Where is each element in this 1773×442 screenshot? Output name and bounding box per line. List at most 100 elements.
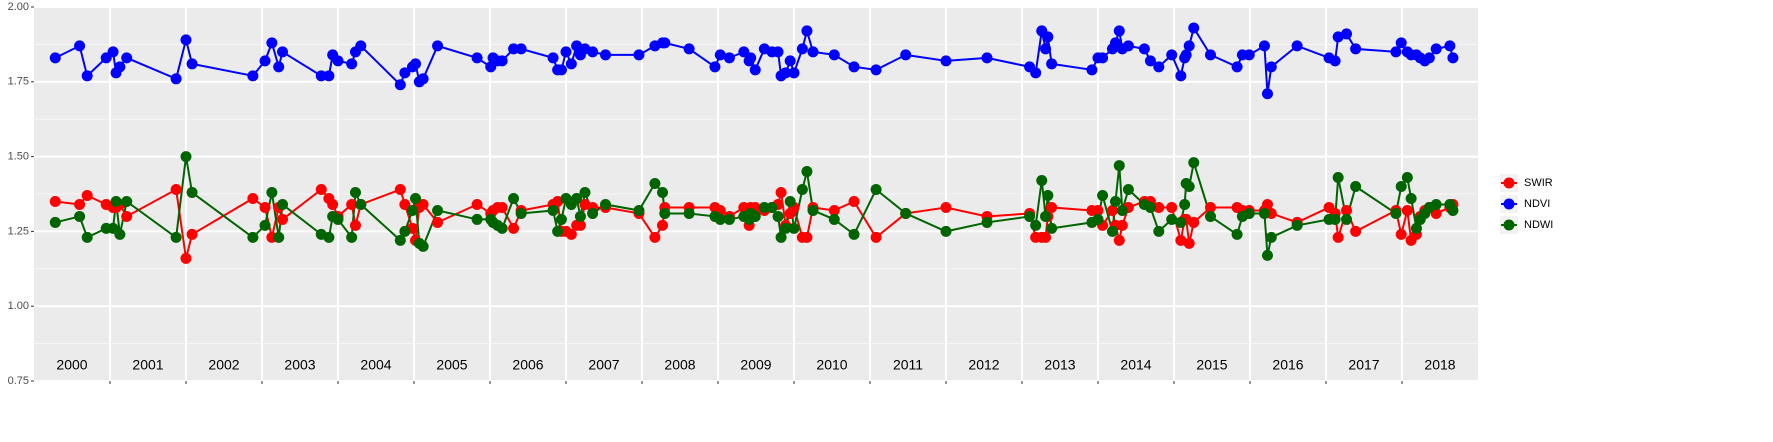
point	[394, 184, 406, 196]
point	[417, 73, 429, 85]
point	[74, 210, 86, 222]
point	[247, 231, 259, 243]
point	[587, 46, 599, 58]
point	[410, 192, 422, 204]
point	[780, 222, 792, 234]
point	[1291, 219, 1303, 231]
point	[1401, 172, 1413, 184]
point	[1113, 25, 1125, 37]
point	[848, 228, 860, 240]
point	[1153, 201, 1165, 213]
point	[807, 204, 819, 216]
point	[49, 195, 61, 207]
point	[552, 225, 564, 237]
point	[709, 61, 721, 73]
point	[49, 216, 61, 228]
point	[1183, 40, 1195, 52]
point	[657, 219, 669, 231]
point	[649, 231, 661, 243]
point	[1175, 216, 1187, 228]
point	[714, 49, 726, 61]
point	[600, 198, 612, 210]
year-label: 2001	[132, 357, 163, 373]
y-tick-label: 1.25	[8, 225, 29, 237]
point	[496, 201, 508, 213]
year-label: 2016	[1272, 357, 1303, 373]
point	[1430, 43, 1442, 55]
point	[1329, 55, 1341, 67]
year-label: 2014	[1120, 357, 1151, 373]
point	[1204, 201, 1216, 213]
point	[508, 192, 520, 204]
point	[1097, 189, 1109, 201]
point	[1116, 204, 1128, 216]
point	[547, 204, 559, 216]
point	[1243, 207, 1255, 219]
point	[555, 213, 567, 225]
point	[1350, 225, 1362, 237]
point	[266, 187, 278, 199]
point	[807, 46, 819, 58]
point	[560, 46, 572, 58]
point	[1395, 228, 1407, 240]
point	[1046, 222, 1058, 234]
point	[1204, 49, 1216, 61]
point	[1116, 219, 1128, 231]
point	[1042, 189, 1054, 201]
point	[508, 43, 520, 55]
point	[471, 52, 483, 64]
point	[1113, 234, 1125, 246]
y-tick-label: 0.75	[8, 375, 29, 387]
point	[1423, 52, 1435, 64]
point	[1332, 31, 1344, 43]
point	[432, 40, 444, 52]
point	[259, 201, 271, 213]
point	[121, 195, 133, 207]
legend-marker	[1503, 177, 1515, 189]
point	[323, 70, 335, 82]
point	[1144, 55, 1156, 67]
point	[496, 55, 508, 67]
point	[1153, 61, 1165, 73]
point	[1183, 237, 1195, 249]
point	[273, 61, 285, 73]
point	[1144, 201, 1156, 213]
point	[657, 187, 669, 199]
y-tick-label: 2.00	[8, 1, 29, 13]
point	[277, 213, 289, 225]
point	[565, 228, 577, 240]
point	[1153, 225, 1165, 237]
point	[1086, 64, 1098, 76]
point	[496, 222, 508, 234]
point	[1341, 213, 1353, 225]
point	[1175, 70, 1187, 82]
point	[346, 231, 358, 243]
point	[1405, 192, 1417, 204]
point	[1040, 231, 1052, 243]
point	[683, 43, 695, 55]
year-label: 2003	[284, 357, 315, 373]
point	[659, 207, 671, 219]
point	[332, 55, 344, 67]
point	[1046, 58, 1058, 70]
year-label: 2010	[816, 357, 847, 373]
point	[81, 189, 93, 201]
point	[828, 204, 840, 216]
point	[247, 192, 259, 204]
point	[417, 240, 429, 252]
point	[1109, 195, 1121, 207]
point	[1183, 181, 1195, 193]
point	[1447, 52, 1459, 64]
point	[406, 204, 418, 216]
point	[315, 184, 327, 196]
point	[1390, 207, 1402, 219]
point	[180, 34, 192, 46]
point	[900, 49, 912, 61]
point	[1040, 43, 1052, 55]
year-label: 2012	[968, 357, 999, 373]
legend-label: SWIR	[1524, 177, 1553, 189]
point	[432, 216, 444, 228]
point	[346, 198, 358, 210]
point	[394, 79, 406, 91]
point	[772, 46, 784, 58]
